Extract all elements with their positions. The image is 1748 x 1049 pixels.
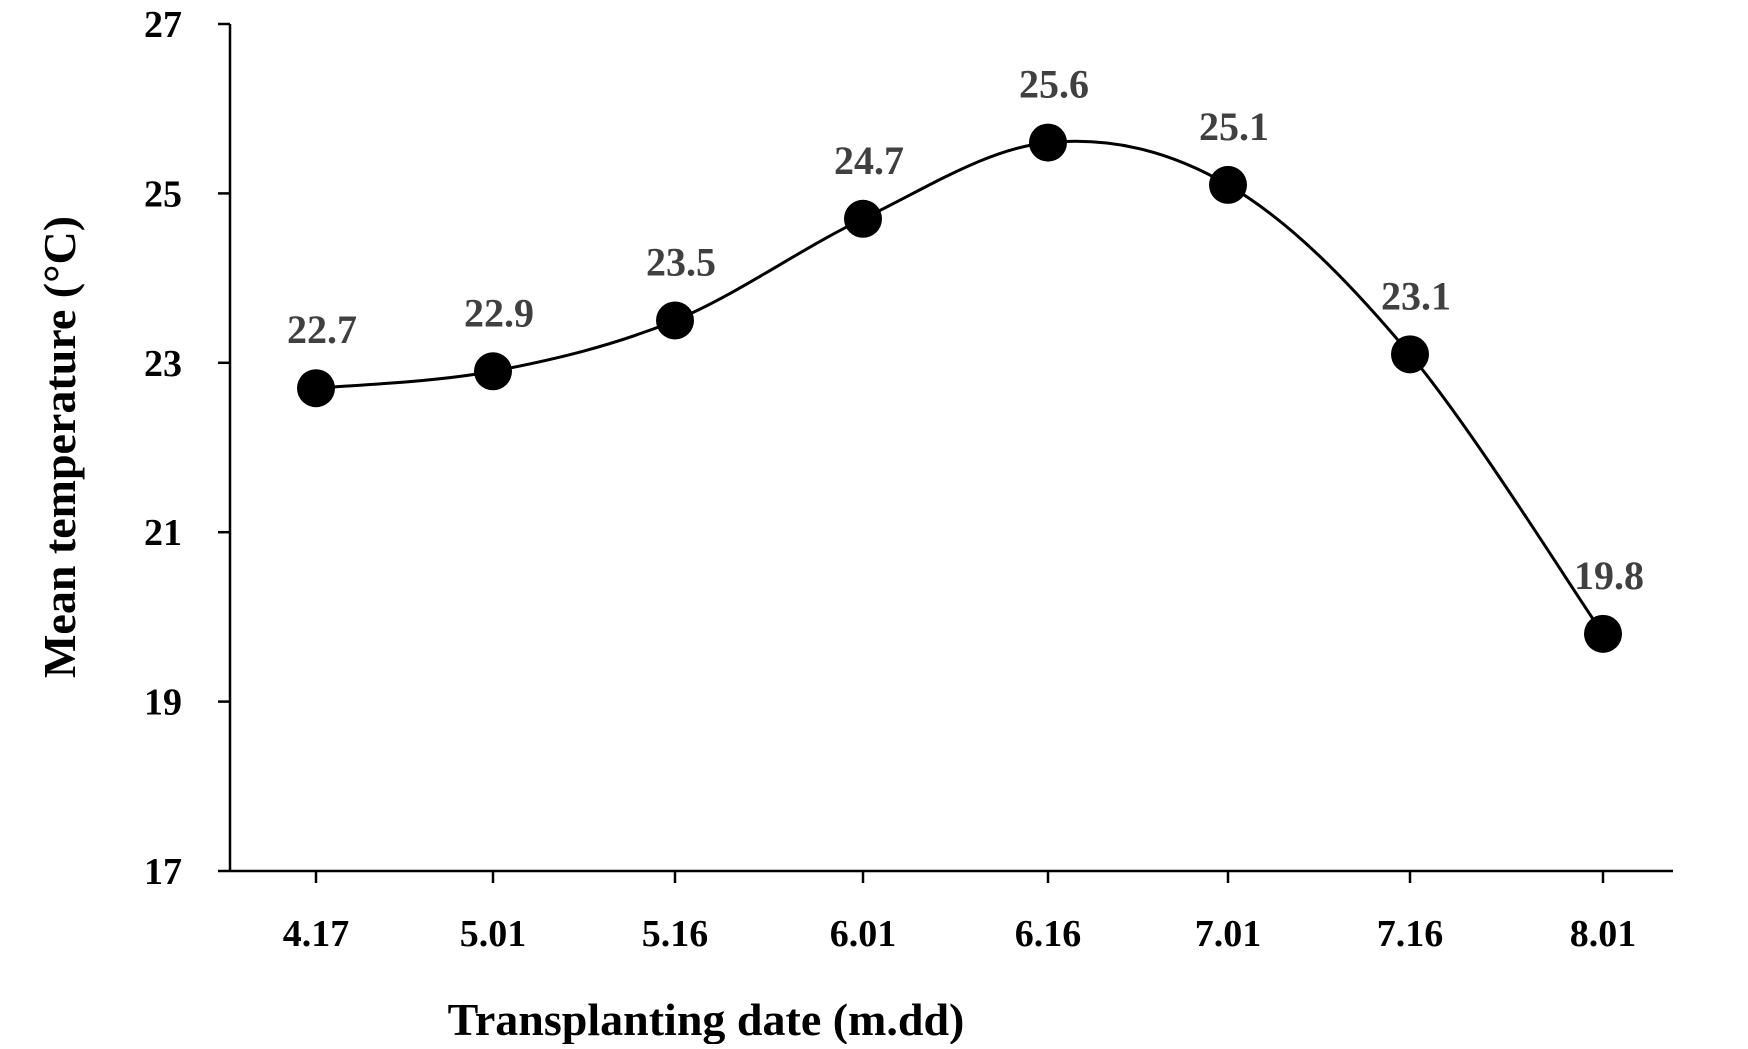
data-label: 22.7	[287, 307, 357, 352]
y-tick-label: 25	[144, 173, 182, 215]
y-tick-label: 17	[144, 851, 182, 893]
x-tick-label: 5.16	[642, 913, 709, 955]
y-ticks: 17 19 21 23 25 27	[144, 4, 230, 893]
data-point	[1584, 614, 1622, 653]
data-label: 23.1	[1381, 273, 1451, 318]
y-axis-title: Mean temperature (°C)	[34, 216, 85, 678]
x-tick-label: 8.01	[1570, 913, 1637, 955]
data-label: 23.5	[646, 239, 716, 284]
data-point	[297, 369, 335, 408]
x-tick-label: 6.01	[830, 913, 897, 955]
x-tick-label: 7.01	[1195, 913, 1262, 955]
y-tick-label: 21	[144, 512, 182, 554]
data-label: 22.9	[464, 290, 534, 335]
data-points	[297, 123, 1622, 653]
data-label: 19.8	[1574, 553, 1644, 598]
data-point	[474, 352, 512, 391]
data-point	[844, 199, 882, 238]
x-tick-label: 6.16	[1015, 913, 1082, 955]
x-tick-label: 7.16	[1377, 913, 1444, 955]
data-label: 25.6	[1019, 62, 1089, 107]
data-labels: 22.7 22.9 23.5 24.7 25.6 25.1 23.1 19.8	[287, 62, 1644, 598]
data-point	[1029, 123, 1067, 162]
y-tick-label: 23	[144, 343, 182, 385]
data-label: 24.7	[834, 138, 904, 183]
series-line	[315, 139, 1605, 635]
data-point	[656, 301, 694, 340]
data-point	[1391, 335, 1429, 374]
x-tick-label: 5.01	[460, 913, 527, 955]
x-axis-title: Transplanting date (m.dd)	[448, 994, 965, 1044]
y-tick-label: 19	[144, 682, 182, 724]
data-point	[1209, 165, 1247, 204]
x-tick-label: 4.17	[283, 913, 350, 955]
y-tick-label: 27	[144, 4, 182, 46]
axes	[228, 24, 1673, 873]
x-ticks: 4.17 5.01 5.16 6.01 6.16 7.01 7.16 8.01	[283, 871, 1637, 955]
data-label: 25.1	[1199, 104, 1269, 149]
